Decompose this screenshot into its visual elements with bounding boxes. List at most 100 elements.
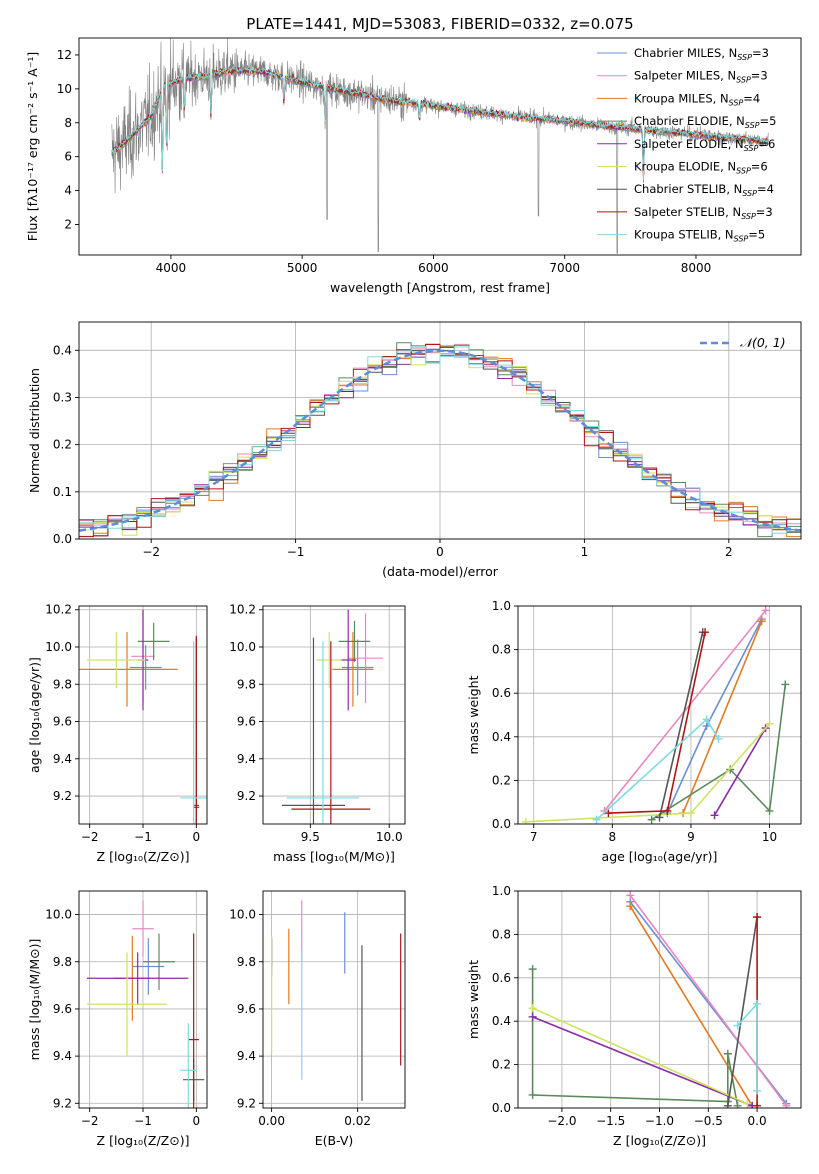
- x-axis-label: Z [log₁₀(Z/Z⊙)]: [97, 1133, 190, 1148]
- axes-frame: [78, 890, 208, 1109]
- weight-marker: [626, 902, 635, 911]
- weight-marker: [521, 817, 530, 824]
- weight-line-1: [629, 894, 788, 1107]
- x-tick-label: 10.0: [376, 830, 403, 844]
- axes-frame: [262, 605, 406, 825]
- y-tick-label: 10.0: [45, 908, 72, 922]
- y-tick-label: 9.6: [237, 715, 256, 729]
- y-tick-label: 9.6: [53, 715, 72, 729]
- plot-area: [281, 609, 383, 824]
- y-tick-label: 10.0: [229, 640, 256, 654]
- weight-marker: [753, 999, 762, 1008]
- weight-marker: [647, 815, 656, 824]
- model-spectrum-8: [111, 65, 769, 181]
- y-tick-label: 12: [57, 48, 72, 62]
- y-tick-label: 9.4: [237, 1049, 256, 1063]
- legend-label-sub: SSP: [741, 212, 756, 221]
- y-tick-label: 9.8: [237, 677, 256, 691]
- x-tick-label: 0.02: [344, 1114, 371, 1128]
- legend-label: Chabrier MILES, NSSP=3: [634, 46, 769, 62]
- plot-area: [111, 38, 769, 254]
- y-tick-label: 0.4: [53, 343, 72, 357]
- x-tick-label: 8000: [681, 261, 712, 275]
- weight-marker: [710, 811, 719, 820]
- x-tick-label: −1: [287, 545, 305, 559]
- legend-label-main: Chabrier STELIB, N: [634, 182, 742, 196]
- x-axis-label: Z [log₁₀(Z/Z⊙)]: [97, 849, 190, 864]
- y-tick-label: 8: [64, 116, 72, 130]
- y-axis-label: mass weight: [466, 675, 481, 754]
- y-tick-label: 6: [64, 150, 72, 164]
- panel-z-age: −2 −1 0 9.2 9.4 9.6 9.8 10.0 10.2 Z [log₁₀(Z/Z⊙)]…: [27, 603, 208, 864]
- weight-marker: [702, 715, 711, 724]
- histogram-7: [79, 344, 801, 538]
- legend-label-tail: =6: [758, 137, 775, 151]
- y-tick-label: 9.2: [53, 1096, 72, 1110]
- weight-line-3: [651, 684, 787, 821]
- x-tick-label: 9.5: [301, 830, 320, 844]
- y-tick-label: 9.4: [53, 752, 72, 766]
- weight-line-8: [737, 1001, 758, 1091]
- y-tick-label: 9.8: [237, 955, 256, 969]
- x-axis-label: age [log₁₀(age/yr)]: [602, 849, 718, 864]
- y-axis-label: age [log₁₀(age/yr)]: [27, 657, 42, 773]
- x-axis-label: (data-model)/error: [382, 564, 499, 579]
- weight-marker: [753, 1101, 762, 1108]
- y-tick-label: 9.2: [237, 1096, 256, 1110]
- y-tick-label: 9.4: [237, 752, 256, 766]
- legend-label-sub: SSP: [742, 189, 757, 198]
- plot-area: [79, 342, 801, 538]
- weight-line-2: [682, 620, 763, 814]
- legend-label-main: Salpeter STELIB, N: [634, 205, 741, 219]
- weight-marker: [592, 815, 601, 824]
- y-tick-label: 0.4: [492, 1014, 511, 1028]
- legend-label-sub: SSP: [729, 98, 744, 107]
- legend-label-sub: SSP: [736, 76, 751, 85]
- y-tick-label: 9.2: [237, 789, 256, 803]
- x-tick-label: −2: [81, 1114, 99, 1128]
- x-axis-label: E(B-V): [315, 1133, 354, 1148]
- y-tick-label: 0.6: [492, 971, 511, 985]
- y-tick-label: 0.4: [492, 730, 511, 744]
- plot-area: [271, 900, 402, 1101]
- legend-label-main: Kroupa ELODIE, N: [634, 160, 736, 174]
- weight-marker: [753, 913, 762, 922]
- legend-label-main: Kroupa STELIB, N: [634, 228, 734, 242]
- x-tick-label: 2: [725, 545, 733, 559]
- weight-line-5: [532, 1007, 748, 1105]
- axes-frame: [517, 890, 802, 1109]
- legend-label-sub: SSP: [734, 235, 749, 244]
- weight-line-4: [532, 1016, 753, 1107]
- legend-label: Kroupa MILES, NSSP=4: [634, 91, 760, 107]
- weight-marker: [663, 806, 672, 815]
- weight-line-2: [629, 905, 753, 1107]
- weight-marker: [733, 1021, 742, 1030]
- y-tick-label: 9.6: [53, 1002, 72, 1016]
- x-tick-label: −2: [142, 545, 160, 559]
- x-tick-label: −0.5: [694, 1114, 723, 1128]
- y-tick-label: 0.1: [53, 485, 72, 499]
- y-axis-label: mass [log₁₀(M/M⊙)]: [27, 939, 42, 1061]
- x-tick-label: 5000: [287, 261, 318, 275]
- y-axis-label: mass weight: [466, 960, 481, 1039]
- weight-line-6: [658, 632, 704, 818]
- weight-marker: [528, 1012, 537, 1021]
- y-axis-label: Flux [fλ10⁻¹⁷ erg cm⁻² s⁻¹ A⁻¹]: [25, 52, 40, 241]
- legend-label-tail: =4: [757, 182, 774, 196]
- y-tick-label: 0.2: [492, 1058, 511, 1072]
- axes-frame: [78, 321, 802, 540]
- x-tick-label: 7: [530, 830, 538, 844]
- y-tick-label: 0.3: [53, 390, 72, 404]
- x-tick-label: 0: [193, 1114, 201, 1128]
- legend-label-tail: =3: [756, 205, 773, 219]
- weight-marker: [626, 891, 635, 900]
- weight-line-4: [713, 727, 767, 816]
- weight-marker: [733, 1101, 742, 1108]
- y-tick-label: 2: [64, 217, 72, 231]
- x-tick-label: −1.5: [596, 1114, 625, 1128]
- weight-line-6: [727, 916, 758, 1106]
- panel-spectrum: 4000 5000 6000 7000 8000 2 4 6 8 10 12 wavelength […: [25, 37, 802, 295]
- y-tick-label: 0.6: [492, 686, 511, 700]
